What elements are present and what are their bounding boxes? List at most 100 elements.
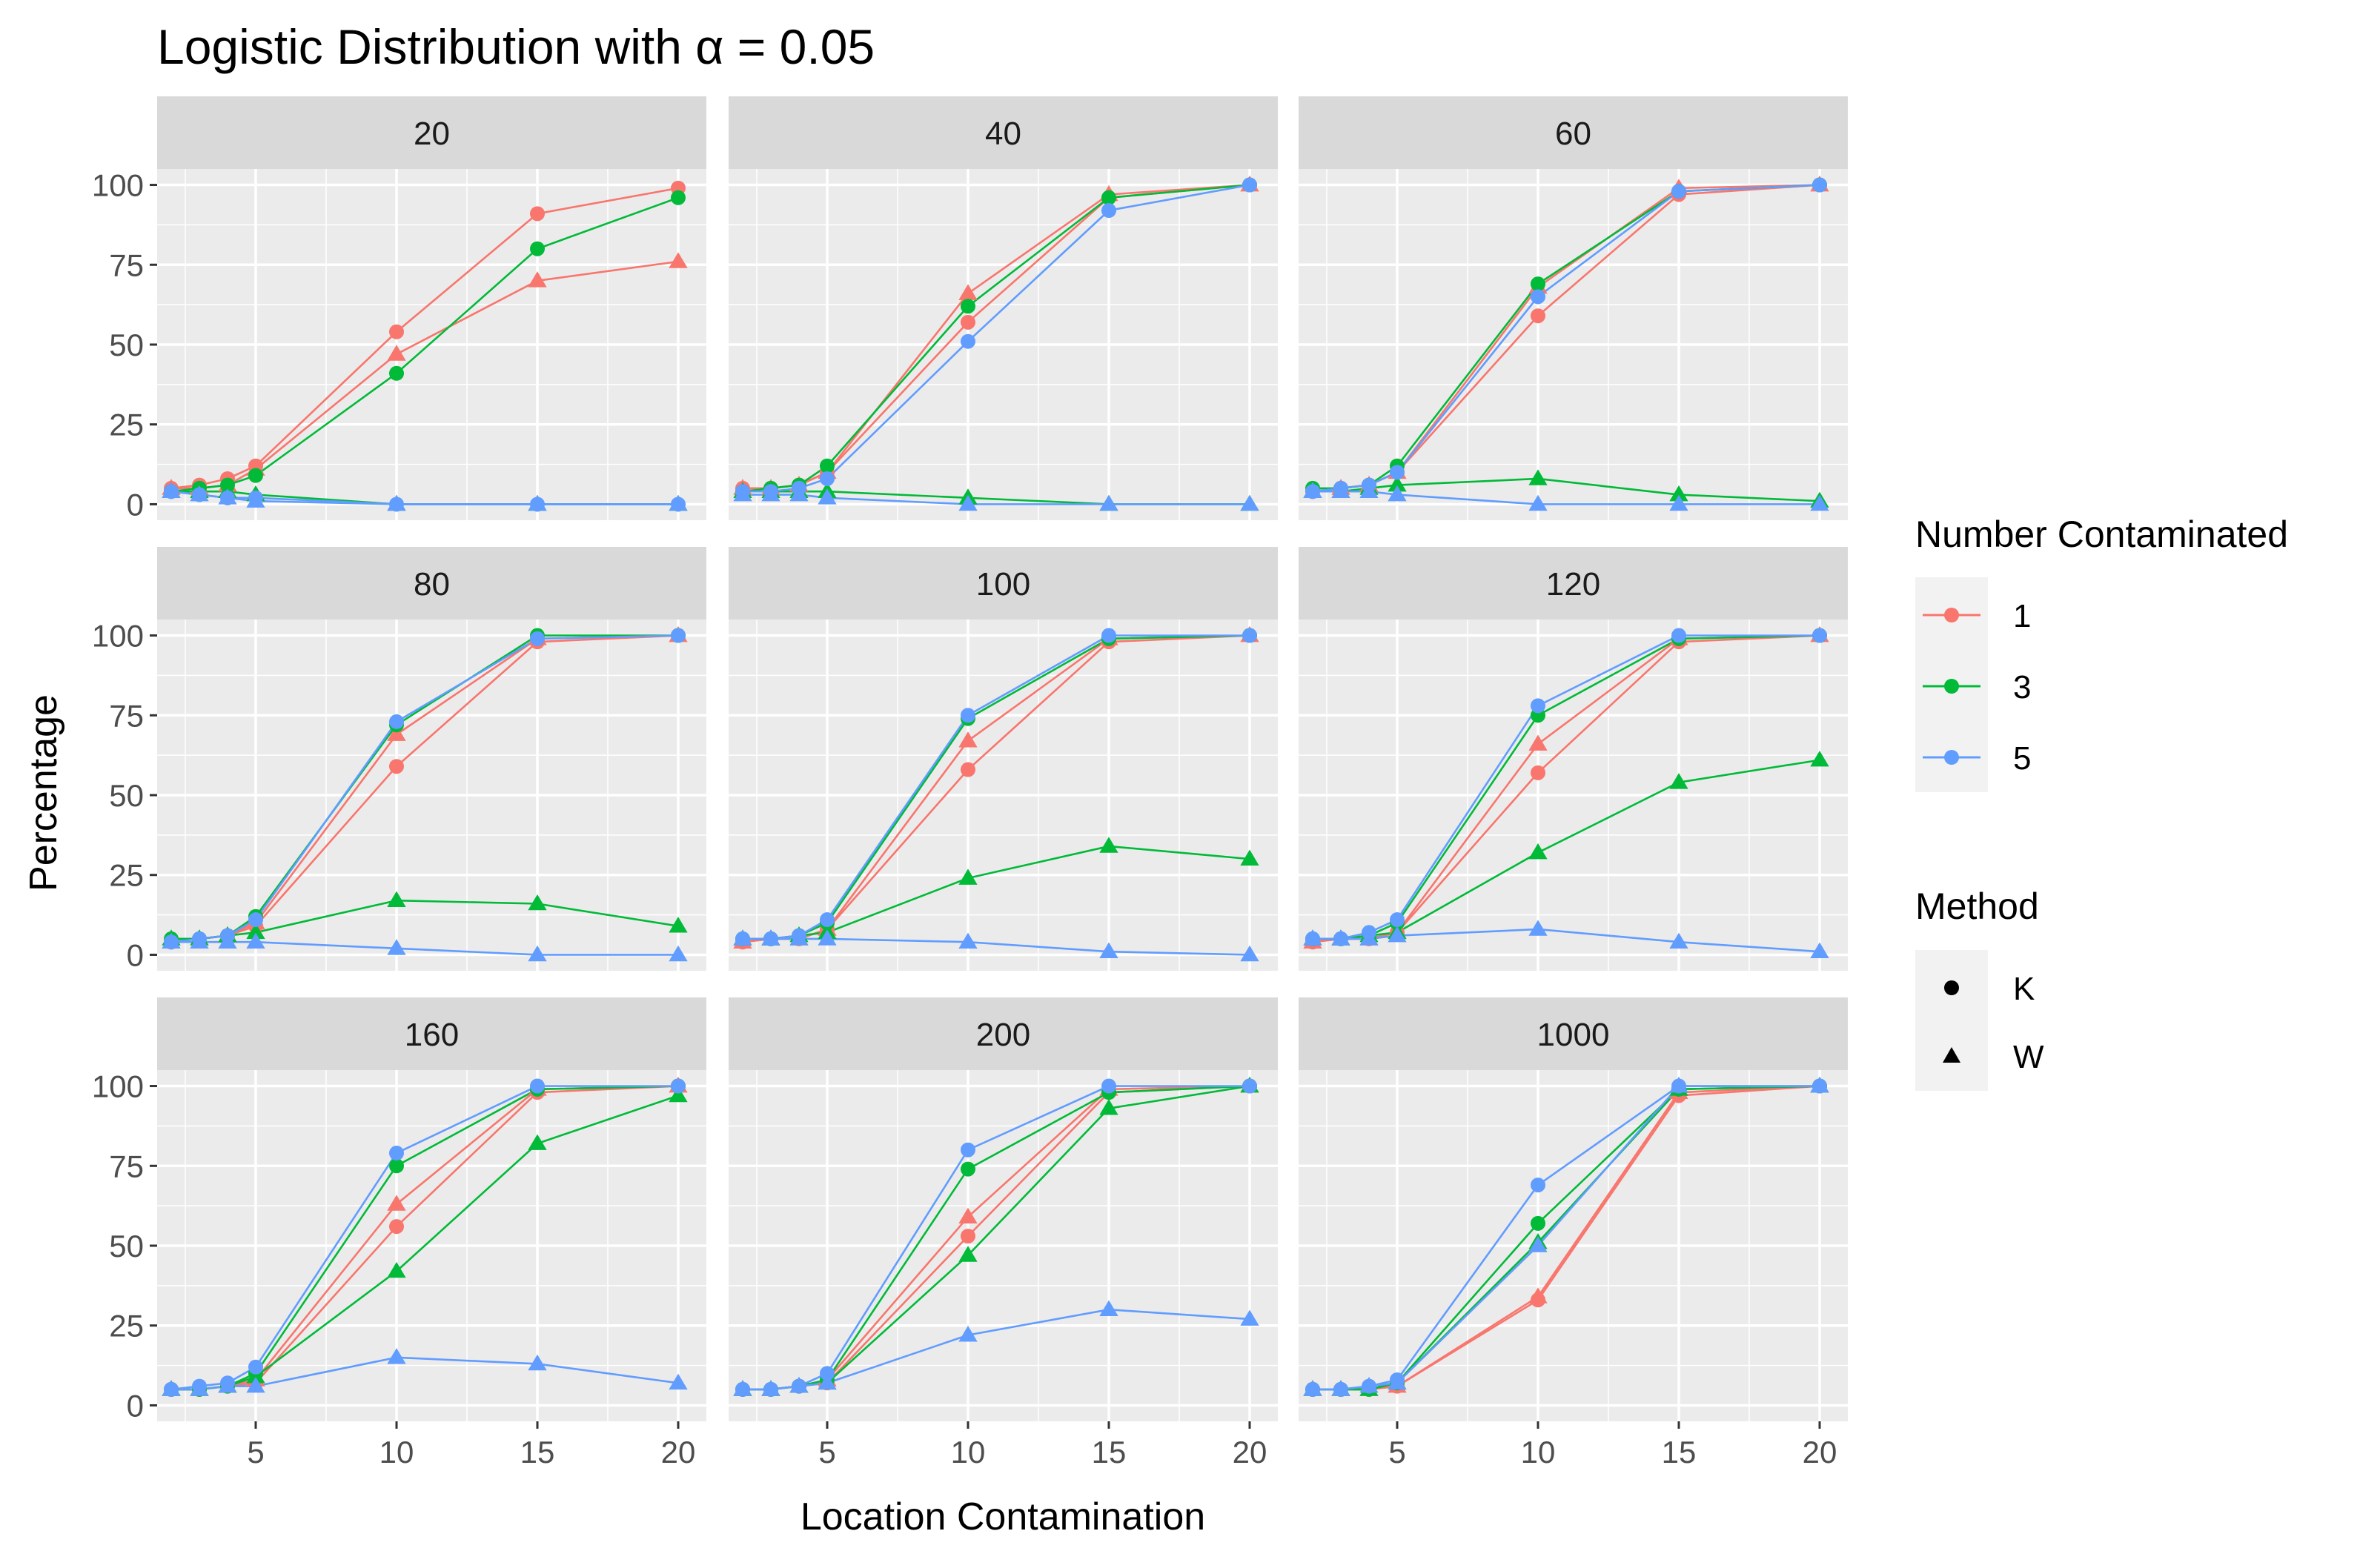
legend-color-label: 1 [2013,598,2031,634]
y-tick-label: 0 [127,1388,144,1423]
panel-strip-label: 40 [985,116,1021,152]
point-k-n3 [1531,276,1545,292]
panel-strip [1299,997,1848,1070]
point-w-n5 [218,488,237,505]
point-w-n3 [528,894,547,911]
point-w-n5 [190,932,209,949]
panel-strip-label: 60 [1555,116,1591,152]
point-w-n5 [1810,494,1829,511]
panel-60: 60 [1299,96,1848,520]
y-tick-label: 50 [109,328,144,362]
point-w-n5 [761,1380,780,1396]
panel-1000: 1000 5 10 15 20 [1299,997,1848,1469]
point-w-n5 [1528,1236,1548,1252]
point-k-n5 [961,708,975,723]
point-w-n5 [162,482,181,499]
y-tick-label: 100 [92,619,144,654]
point-w-n5 [246,491,265,508]
point-w-n5 [1099,494,1118,511]
point-k-n5 [1390,465,1405,480]
legend-color-label: 3 [2013,669,2031,705]
point-w-n1 [528,271,547,288]
point-w-n5 [1528,494,1548,511]
point-w-n5 [733,1380,752,1396]
panel-strip [729,997,1278,1070]
y-tick-label: 100 [92,168,144,203]
point-w-n5 [246,1376,265,1393]
point-k-n5 [1812,628,1827,643]
point-k-n3 [961,1161,975,1177]
panel-strip-label: 80 [414,566,450,602]
point-w-n5 [1331,482,1350,499]
panel-strip [157,547,706,620]
point-w-n5 [218,1376,237,1393]
legend: Number Contaminated 1 3 5 Method KW [1915,514,2288,1091]
point-k-n5 [1101,628,1116,643]
x-tick-label: 5 [247,1435,264,1469]
panel-20: 20 0 25 50 75 100 [92,96,706,522]
point-k-n5 [961,333,975,349]
point-k-n5 [1390,912,1405,928]
point-k-n5 [820,1366,835,1381]
x-tick-label: 20 [661,1435,696,1469]
point-w-n3 [1099,837,1118,853]
y-tick-label: 0 [127,487,144,522]
panel-120: 120 [1299,547,1848,971]
point-w-n5 [1303,929,1322,946]
point-w-n5 [818,1373,837,1390]
panel-strip [1299,96,1848,169]
point-k-n5 [1671,628,1686,643]
point-k-n5 [530,1078,545,1094]
point-w-n5 [669,494,688,511]
point-k-n1 [1531,765,1545,780]
point-w-n1 [669,252,688,268]
point-w-n3 [387,891,406,907]
point-w-n1 [958,284,978,300]
y-tick-label: 50 [109,778,144,813]
point-k-n5 [1101,1078,1116,1094]
point-w-n3 [1810,750,1829,767]
point-w-n5 [1810,1076,1829,1093]
x-tick-label: 20 [1233,1435,1267,1469]
panel-strip [157,96,706,169]
point-w-n5 [1099,942,1118,958]
point-k-n3 [389,1158,404,1174]
point-k-n5 [820,912,835,928]
point-w-n5 [1359,1376,1379,1393]
x-tick-label: 15 [1092,1435,1127,1469]
point-w-n5 [387,939,406,955]
y-axis-title: Percentage [22,694,65,891]
x-tick-label: 15 [520,1435,555,1469]
point-k-n3 [389,365,404,381]
point-w-n5 [1099,1300,1118,1316]
point-w-n5 [218,932,237,949]
y-tick-label: 100 [92,1069,144,1104]
point-k-n3 [530,241,545,256]
point-k-n5 [1812,177,1827,193]
point-k-n1 [389,759,404,774]
point-k-n5 [671,1078,686,1094]
legend-shape-key-circle [1944,980,1959,995]
y-tick-label: 75 [109,1149,144,1183]
point-w-n3 [387,1261,406,1278]
point-k-n3 [248,468,263,483]
panel-40: 40 [729,96,1278,520]
point-k-n3 [1101,190,1116,205]
legend-title-method: Method [1915,886,2039,927]
point-w-n5 [246,932,265,949]
point-w-n5 [1359,929,1379,946]
point-k-n3 [1531,1215,1545,1231]
point-w-n5 [190,485,209,502]
point-w-n1 [387,345,406,361]
point-w-n5 [1669,932,1688,949]
legend-key-background [1915,950,1988,1091]
point-w-n5 [818,929,837,946]
point-w-n1 [1528,1287,1548,1303]
panel-strip [729,96,1278,169]
point-w-n5 [818,488,837,505]
x-axis-title: Location Contamination [800,1495,1205,1538]
x-tick-label: 20 [1803,1435,1837,1469]
point-w-n5 [958,1326,978,1342]
point-k-n5 [671,628,686,643]
